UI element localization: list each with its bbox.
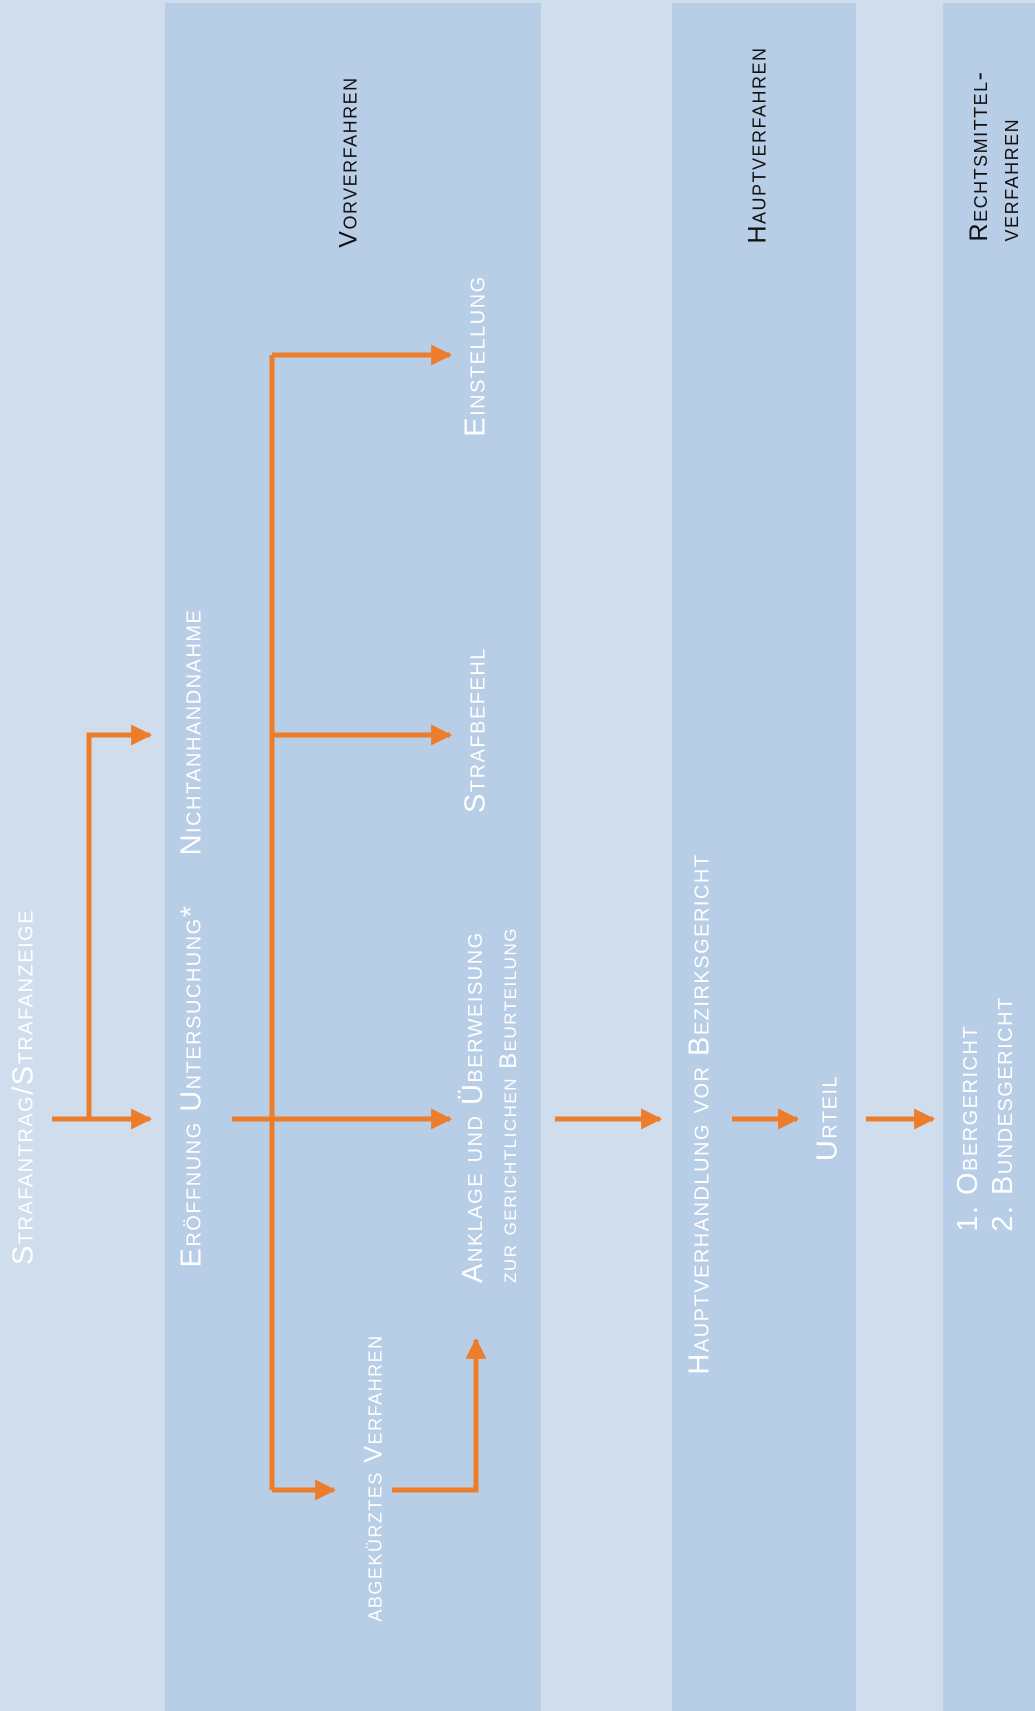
arrow-abgekuerztes-to-anklage	[392, 1337, 487, 1493]
node-rechtsmittel-instanzen: 1. Obergericht 2. Bundesgericht	[951, 996, 1021, 1232]
phase-label-rechtsmittel-line2: verfahren	[996, 117, 1024, 242]
arrow-strafantrag-to-nichtanhandnahme	[86, 724, 153, 1119]
node-strafantrag: Strafantrag/Strafanzeige	[7, 908, 40, 1266]
node-strafbefehl: Strafbefehl	[459, 647, 492, 813]
node-einstellung: Einstellung	[459, 275, 492, 437]
node-anklage-line2: zur gerichtlichen Beurteilung	[495, 927, 522, 1283]
node-eroeffnung: Eröffnung Untersuchung*	[175, 904, 208, 1268]
node-nichtanhandnahme: Nichtanhandnahme	[175, 608, 208, 856]
node-obergericht: 1. Obergericht	[952, 1024, 984, 1232]
phase-label-hauptverfahren: Hauptverfahren	[743, 46, 772, 244]
node-bundesgericht: 2. Bundesgericht	[987, 996, 1019, 1232]
phase-label-rechtsmittelverfahren: Rechtsmittel- verfahren	[964, 71, 1026, 242]
node-anklage: Anklage und Überweisung zur gerichtliche…	[456, 927, 526, 1283]
phase-label-vorverfahren: Vorverfahren	[334, 76, 363, 248]
rechtsmittelverfahren-band	[943, 3, 1035, 1711]
node-hauptverhandlung: Hauptverhandlung vor Bezirksgericht	[683, 853, 716, 1375]
node-anklage-line1: Anklage und Überweisung	[457, 931, 489, 1283]
hauptverfahren-band	[672, 3, 856, 1711]
node-urteil: Urteil	[811, 1074, 844, 1162]
phase-label-rechtsmittel-line1: Rechtsmittel-	[965, 70, 993, 242]
node-abgekuerztes-verfahren: abgekürztes Verfahren	[359, 1334, 388, 1622]
